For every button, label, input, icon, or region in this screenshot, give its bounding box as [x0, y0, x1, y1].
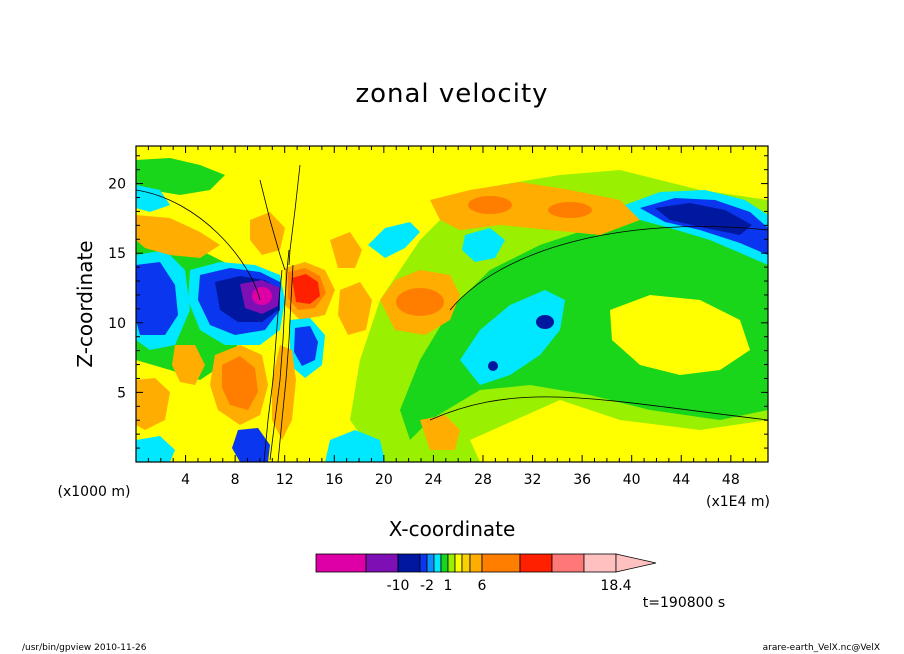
contour-region: [420, 415, 460, 450]
contour-region: [536, 315, 554, 329]
x-unit-label: (x1E4 m): [706, 494, 770, 510]
contour-region: [136, 158, 225, 195]
x-tick-label: 40: [623, 472, 641, 488]
contour-region: [470, 400, 768, 462]
colorbar: [315, 553, 657, 573]
colorbar-segment: [583, 553, 617, 573]
contour-region: [250, 212, 285, 255]
y-axis-title: Z-coordinate: [73, 240, 97, 367]
x-axis-title: X-coordinate: [389, 517, 516, 541]
contour-region: [136, 378, 170, 430]
contour-region: [136, 215, 220, 258]
colorbar-segment: [426, 553, 435, 573]
contour-region: [325, 430, 385, 462]
chart-title: zonal velocity: [355, 79, 548, 109]
contour-region: [294, 326, 318, 366]
contour-region: [330, 232, 362, 268]
x-tick-label: 44: [672, 472, 690, 488]
time-label: t=190800 s: [643, 595, 725, 611]
y-tick-label: 20: [108, 177, 126, 193]
colorbar-tick-label: -10: [387, 578, 410, 594]
x-tick-label: 32: [524, 472, 542, 488]
contour-region: [400, 215, 768, 440]
colorbar-segment: [447, 553, 456, 573]
colorbar-tick-label: 18.4: [600, 578, 631, 594]
y-tick-label: 5: [117, 385, 126, 401]
colorbar-segment: [419, 553, 428, 573]
contour-region: [136, 262, 178, 335]
colorbar-segment: [315, 553, 367, 573]
contour-region: [468, 196, 512, 214]
contour-region: [488, 361, 498, 371]
x-tick-label: 20: [375, 472, 393, 488]
y-tick-label: 15: [108, 246, 126, 262]
y-unit-label: (x1000 m): [58, 484, 131, 500]
contour-region: [232, 428, 270, 462]
contour-lines: [136, 164, 768, 462]
contour-region: [172, 345, 205, 385]
contour-region: [430, 182, 640, 235]
colorbar-segment: [551, 553, 585, 573]
colorbar-tick-labels: -10 -2 1 6 18.4: [387, 578, 632, 594]
x-tick-labels: 4 8 12 16 20 24 28 32 36 40 44 48: [181, 472, 740, 488]
colorbar-extend-arrow: [615, 553, 657, 573]
contour-fills: [136, 146, 768, 462]
y-tick-label: 10: [108, 316, 126, 332]
contour-region: [368, 222, 420, 258]
plot-frame: [135, 145, 769, 463]
y-tick-labels: 5 10 15 20: [108, 177, 126, 402]
colorbar-segment: [461, 553, 471, 573]
x-tick-label: 28: [474, 472, 492, 488]
colorbar-tick-label: -2: [420, 578, 434, 594]
contour-region: [252, 287, 272, 305]
colorbar-segment: [440, 553, 449, 573]
colorbar-segment: [365, 553, 399, 573]
x-tick-label: 16: [325, 472, 343, 488]
footer-left: /usr/bin/gpview 2010-11-26: [22, 643, 147, 653]
contour-region: [396, 288, 444, 316]
plot-area: [136, 146, 768, 462]
colorbar-tick-label: 6: [478, 578, 487, 594]
contour-region: [136, 436, 175, 462]
colorbar-segment: [454, 553, 463, 573]
x-tick-label: 36: [573, 472, 591, 488]
colorbar-tick-label: 1: [444, 578, 453, 594]
x-tick-label: 48: [722, 472, 740, 488]
colorbar-segment: [433, 553, 442, 573]
footer-right: arare-earth_VelX.nc@VelX: [763, 643, 880, 653]
contour-region: [338, 282, 372, 335]
contour-region: [292, 274, 320, 304]
colorbar-segment: [519, 553, 553, 573]
contour-region: [222, 356, 258, 410]
contour-region: [462, 228, 505, 262]
contour-region: [460, 290, 565, 385]
colorbar-segment: [469, 553, 483, 573]
x-tick-label: 4: [181, 472, 190, 488]
x-tick-label: 12: [276, 472, 294, 488]
x-tick-label: 24: [424, 472, 442, 488]
axis-ticks: [136, 146, 768, 462]
contour-region: [610, 295, 750, 375]
x-tick-label: 8: [231, 472, 240, 488]
contour-region: [272, 345, 296, 440]
contour-region: [548, 202, 592, 218]
colorbar-segment: [397, 553, 421, 573]
colorbar-segment: [481, 553, 521, 573]
